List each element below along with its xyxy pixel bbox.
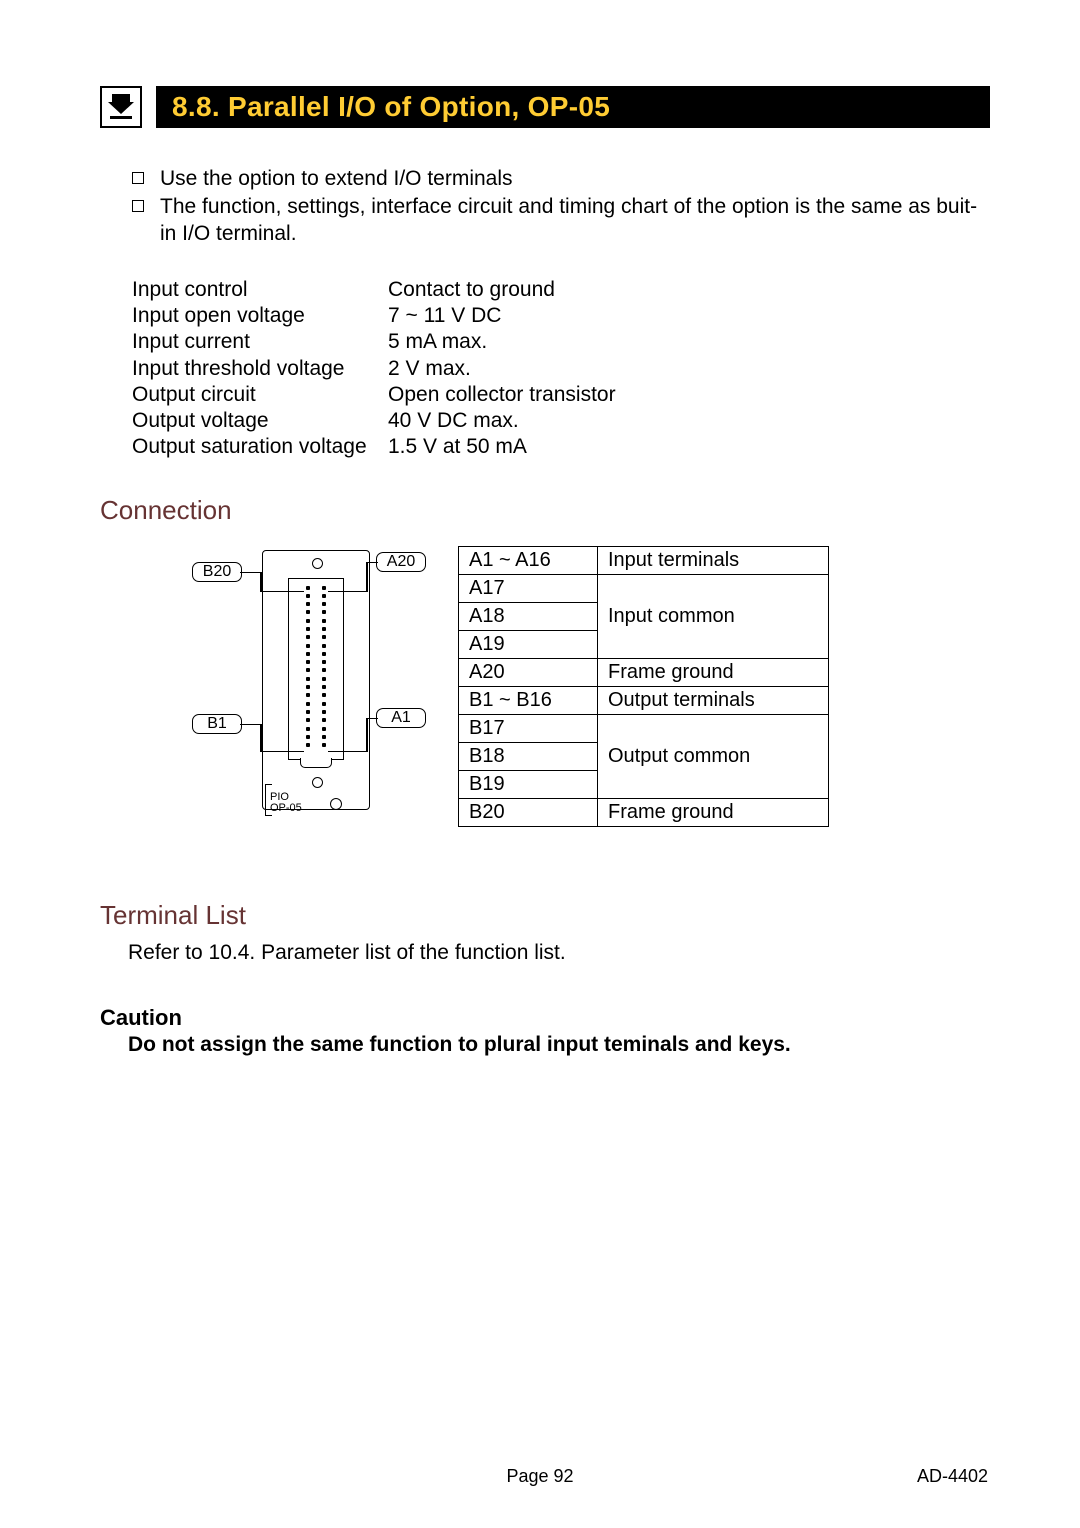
spec-label: Output saturation voltage xyxy=(132,434,388,460)
table-cell: A1 ~ A16 xyxy=(459,546,598,574)
connector-diagram: PIO OP-05 B20 B1 A20 A1 xyxy=(80,536,450,836)
spec-label: Input threshold voltage xyxy=(132,356,388,382)
diagram-label-a20: A20 xyxy=(376,552,426,572)
terminal-list-heading: Terminal List xyxy=(100,900,990,931)
table-cell: Frame ground xyxy=(598,798,829,826)
connection-heading: Connection xyxy=(100,495,990,526)
spec-label: Input open voltage xyxy=(132,303,388,329)
table-row: A1 ~ A16Input terminals xyxy=(459,546,829,574)
table-cell: B17 xyxy=(459,714,598,742)
table-cell: B18 xyxy=(459,742,598,770)
table-row: B20Frame ground xyxy=(459,798,829,826)
table-cell: A18 xyxy=(459,602,598,630)
diagram-label-b1: B1 xyxy=(192,714,242,734)
bullet-item: The function, settings, interface circui… xyxy=(132,194,990,247)
spec-value: Contact to ground xyxy=(388,277,555,303)
table-cell: Input common xyxy=(598,574,829,658)
diagram-label-a1: A1 xyxy=(376,708,426,728)
section-title-bar: 8.8. Parallel I/O of Option, OP-05 xyxy=(100,86,990,128)
spec-label: Input current xyxy=(132,329,388,355)
spec-value: Open collector transistor xyxy=(388,382,616,408)
spec-value: 2 V max. xyxy=(388,356,471,382)
bullet-item: Use the option to extend I/O terminals xyxy=(132,166,990,192)
table-cell: Input terminals xyxy=(598,546,829,574)
table-cell: A20 xyxy=(459,658,598,686)
caution-text: Do not assign the same function to plura… xyxy=(128,1033,990,1057)
table-cell: B19 xyxy=(459,770,598,798)
table-row: B17Output common xyxy=(459,714,829,742)
connection-table: A1 ~ A16Input terminals A17Input common … xyxy=(458,546,829,827)
section-title: 8.8. Parallel I/O of Option, OP-05 xyxy=(156,86,990,128)
table-cell: Output terminals xyxy=(598,686,829,714)
terminal-list-text: Refer to 10.4. Parameter list of the fun… xyxy=(128,941,990,965)
spec-label: Output voltage xyxy=(132,408,388,434)
bullet-marker xyxy=(132,200,144,212)
spec-value: 1.5 V at 50 mA xyxy=(388,434,527,460)
bullet-text: The function, settings, interface circui… xyxy=(160,194,990,247)
table-cell: Output common xyxy=(598,714,829,798)
footer-page-number: Page 92 xyxy=(506,1466,573,1487)
table-cell: A19 xyxy=(459,630,598,658)
table-row: B1 ~ B16Output terminals xyxy=(459,686,829,714)
bullet-text: Use the option to extend I/O terminals xyxy=(160,166,990,192)
table-row: A20Frame ground xyxy=(459,658,829,686)
bullet-list: Use the option to extend I/O terminals T… xyxy=(132,166,990,247)
table-cell: A17 xyxy=(459,574,598,602)
download-icon xyxy=(100,86,142,128)
diagram-label-b20: B20 xyxy=(192,562,242,582)
caution-heading: Caution xyxy=(100,1005,990,1031)
diagram-label-op05: OP-05 xyxy=(270,803,330,814)
footer-doc-id: AD-4402 xyxy=(917,1466,988,1487)
table-row: A17Input common xyxy=(459,574,829,602)
spec-value: 40 V DC max. xyxy=(388,408,519,434)
spec-table: Input controlContact to ground Input ope… xyxy=(132,277,990,461)
spec-value: 5 mA max. xyxy=(388,329,487,355)
spec-value: 7 ~ 11 V DC xyxy=(388,303,501,329)
spec-label: Output circuit xyxy=(132,382,388,408)
diagram-label-pio: PIO xyxy=(270,792,330,803)
bullet-marker xyxy=(132,172,144,184)
table-cell: B1 ~ B16 xyxy=(459,686,598,714)
table-cell: B20 xyxy=(459,798,598,826)
table-cell: Frame ground xyxy=(598,658,829,686)
spec-label: Input control xyxy=(132,277,388,303)
